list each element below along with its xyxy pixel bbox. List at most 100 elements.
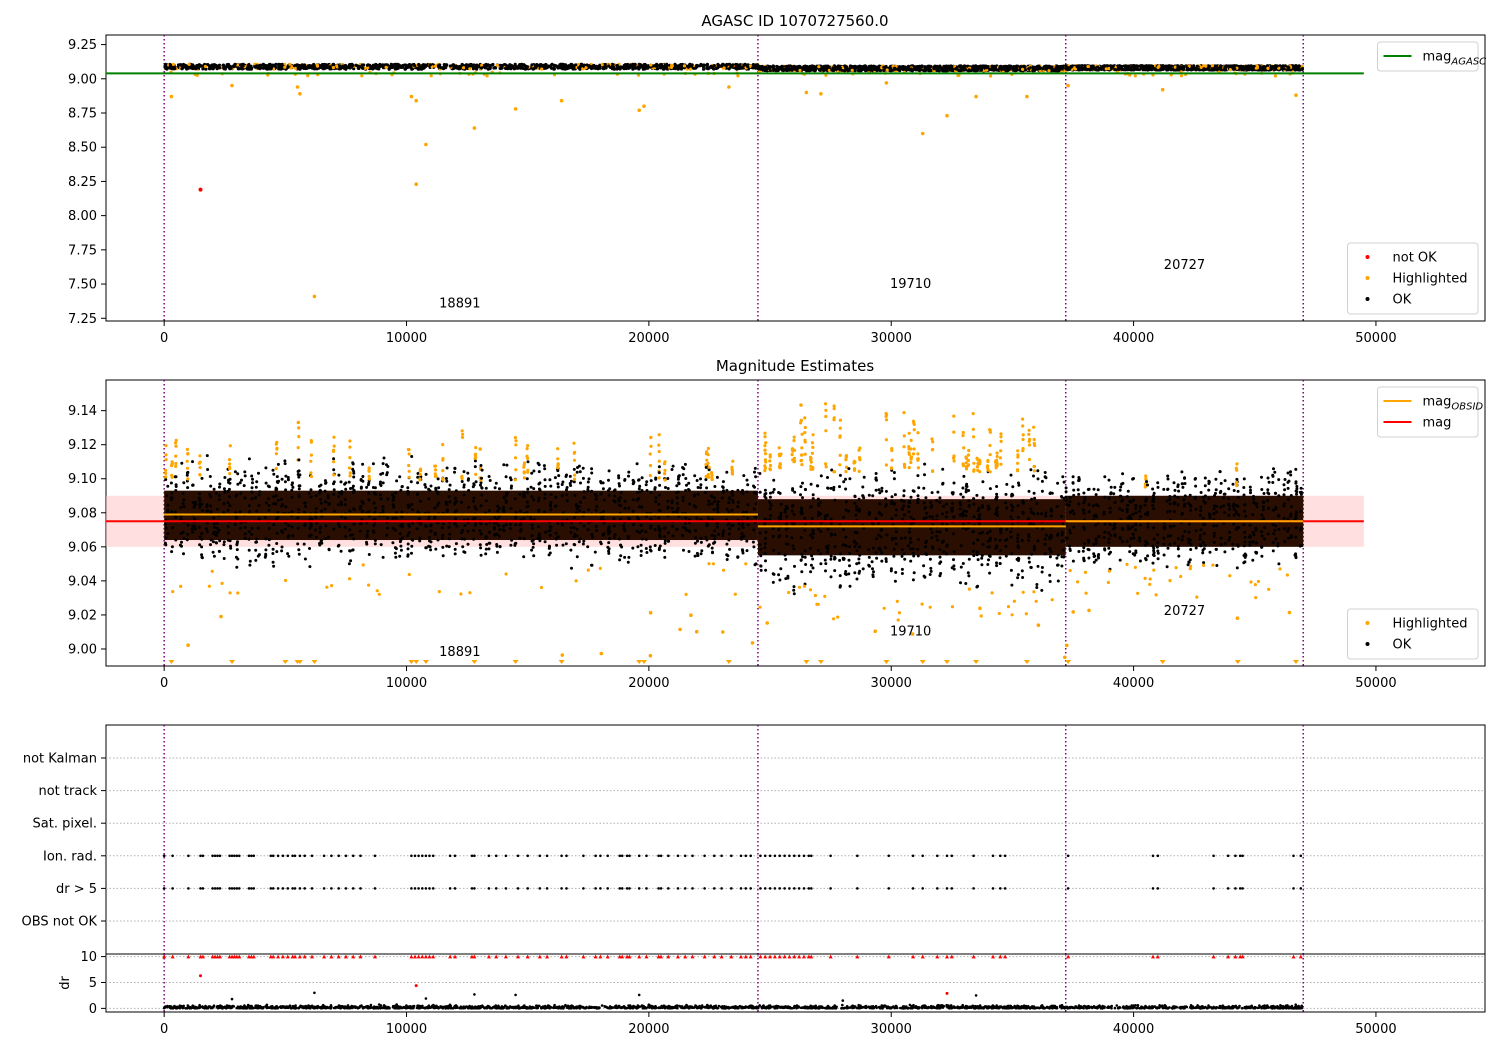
ok-point — [959, 67, 963, 71]
ok-point — [337, 522, 341, 526]
ok-point — [218, 482, 222, 486]
ok-point — [990, 64, 994, 68]
agasc-y-tick-label: 7.50 — [68, 278, 97, 293]
ok-point — [186, 66, 191, 70]
ok-point — [348, 528, 352, 532]
ok-point — [472, 537, 476, 541]
ok-point — [1207, 65, 1211, 69]
agasc-legend-dot-swatch — [1365, 255, 1370, 259]
ok-point — [391, 499, 395, 502]
ok-point — [1022, 64, 1026, 68]
ok-point — [937, 66, 942, 71]
highlighted-point — [407, 448, 411, 452]
ok-point — [882, 68, 886, 73]
ok-point — [166, 508, 170, 512]
ok-point — [307, 492, 311, 495]
ok-point — [1192, 67, 1196, 71]
ok-point — [308, 547, 311, 550]
agasc-y-tick-label: 7.75 — [68, 243, 97, 258]
ok-point — [448, 532, 452, 536]
ok-point — [320, 514, 324, 518]
ok-point — [263, 64, 267, 68]
ok-point — [283, 480, 287, 484]
ok-point — [948, 65, 952, 69]
ok-point — [215, 526, 219, 530]
highlighted-point — [1133, 74, 1137, 78]
ok-point — [1195, 67, 1199, 71]
ok-point — [1173, 68, 1177, 72]
ok-point — [379, 484, 383, 487]
ok-point — [746, 65, 750, 69]
highlighted-point — [407, 475, 411, 479]
ok-point — [381, 508, 385, 512]
ok-point — [365, 535, 369, 539]
highlighted-outlier-point — [945, 113, 949, 118]
highlighted-point — [297, 435, 301, 439]
ok-point — [510, 65, 515, 69]
ok-point — [182, 552, 185, 556]
ok-point — [287, 554, 291, 558]
ok-point — [418, 536, 422, 540]
highlighted-point — [164, 444, 168, 448]
ok-point — [300, 63, 304, 67]
ok-point — [257, 517, 261, 521]
ok-point — [441, 545, 445, 549]
ok-point — [344, 487, 348, 491]
ok-point — [211, 550, 215, 554]
agasc-legend-subscript: AGASC — [1450, 57, 1486, 68]
ok-point — [1294, 66, 1298, 70]
agasc-obsid-label: 20727 — [1164, 258, 1205, 273]
ok-point — [257, 471, 260, 475]
highlighted-point — [736, 74, 740, 78]
highlighted-point — [331, 66, 336, 70]
ok-point — [466, 478, 470, 482]
ok-point — [928, 69, 933, 73]
ok-point — [236, 540, 239, 544]
highlighted-point — [478, 466, 483, 470]
ok-point — [201, 67, 205, 71]
ok-point — [198, 505, 202, 509]
ok-point — [209, 504, 213, 508]
highlighted-point — [850, 68, 854, 72]
ok-point — [1015, 67, 1019, 72]
ok-point — [461, 528, 465, 532]
ok-point — [736, 64, 740, 68]
ok-point — [283, 527, 287, 531]
ok-point — [204, 527, 208, 531]
ok-point — [250, 486, 254, 490]
ok-point — [276, 510, 280, 514]
ok-point — [164, 478, 168, 481]
ok-point — [280, 529, 284, 533]
ok-point — [479, 504, 483, 508]
ok-point — [327, 502, 331, 506]
ok-point — [484, 486, 488, 490]
ok-point — [307, 64, 311, 68]
ok-point — [256, 66, 260, 70]
highlighted-point — [185, 459, 189, 463]
ok-point — [433, 516, 437, 520]
ok-point — [319, 498, 323, 501]
ok-point — [1214, 67, 1218, 71]
highlighted-point — [283, 65, 287, 69]
highlighted-point — [478, 447, 482, 451]
ok-point — [290, 495, 294, 499]
ok-point — [351, 462, 355, 466]
ok-point — [1142, 65, 1146, 69]
ok-point — [462, 470, 466, 474]
highlighted-outlier-point — [414, 182, 419, 186]
ok-point — [166, 484, 170, 488]
ok-point — [429, 523, 433, 527]
ok-point — [373, 539, 377, 542]
highlighted-point — [360, 74, 364, 78]
highlighted-outlier-point — [974, 94, 978, 99]
ok-point — [223, 489, 227, 493]
ok-point — [440, 526, 444, 530]
highlighted-outlier-point — [513, 107, 518, 111]
ok-point — [427, 515, 431, 518]
ok-point — [297, 548, 301, 552]
ok-point — [236, 472, 240, 476]
ok-point — [185, 471, 189, 475]
ok-point — [257, 504, 261, 507]
ok-point — [890, 68, 894, 72]
ok-point — [872, 64, 876, 68]
